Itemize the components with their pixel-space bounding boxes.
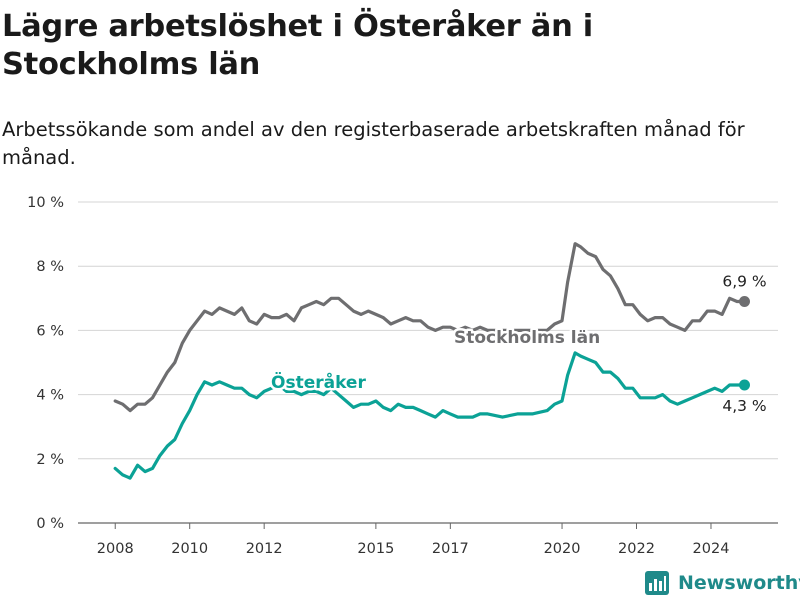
- x-tick-label: 2017: [432, 541, 469, 557]
- chart-subtitle: Arbetssökande som andel av den registerb…: [2, 118, 745, 169]
- chart-title: Lägre arbetslöshet i Österåker än i Stoc…: [2, 9, 593, 82]
- brand-logo[interactable]: Newsworthy: [644, 568, 800, 598]
- y-tick-label: 4 %: [36, 388, 64, 404]
- x-axis-ticks: 2008 2010 2012 2015 2017 2020 2022 2024: [97, 523, 730, 557]
- y-tick-label: 8 %: [36, 259, 64, 275]
- y-tick-label: 0 %: [36, 516, 64, 532]
- x-tick-label: 2022: [618, 541, 655, 557]
- grid-lines: [78, 201, 778, 524]
- y-tick-label: 10 %: [27, 195, 64, 211]
- end-value-stockholms-lan: 6,9 %: [722, 273, 766, 291]
- y-tick-label: 6 %: [36, 323, 64, 339]
- x-tick-label: 2010: [171, 541, 208, 557]
- y-axis-ticks: 0 % 2 % 4 % 6 % 8 % 10 %: [27, 195, 64, 532]
- x-tick-label: 2008: [97, 541, 134, 557]
- newsworthy-logo-icon: [645, 571, 669, 595]
- series-line-osteraker: [113, 351, 747, 480]
- brand-name: Newsworthy: [678, 572, 800, 594]
- end-value-osteraker: 4,3 %: [722, 397, 766, 415]
- series-line-stockholms-lan: [113, 242, 747, 413]
- series-end-point: [738, 296, 750, 308]
- series-label-stockholms-lan: Stockholms län: [454, 328, 600, 348]
- x-tick-label: 2020: [544, 541, 581, 557]
- series-label-osteraker: Österåker: [271, 371, 366, 393]
- series-end-point: [738, 379, 750, 391]
- series-labels: Stockholms län Österåker 6,9 % 4,3 %: [269, 273, 767, 415]
- x-tick-label: 2015: [357, 541, 394, 557]
- y-tick-label: 2 %: [36, 452, 64, 468]
- x-tick-label: 2012: [246, 541, 283, 557]
- x-tick-label: 2024: [693, 541, 730, 557]
- series-lines: [113, 242, 750, 480]
